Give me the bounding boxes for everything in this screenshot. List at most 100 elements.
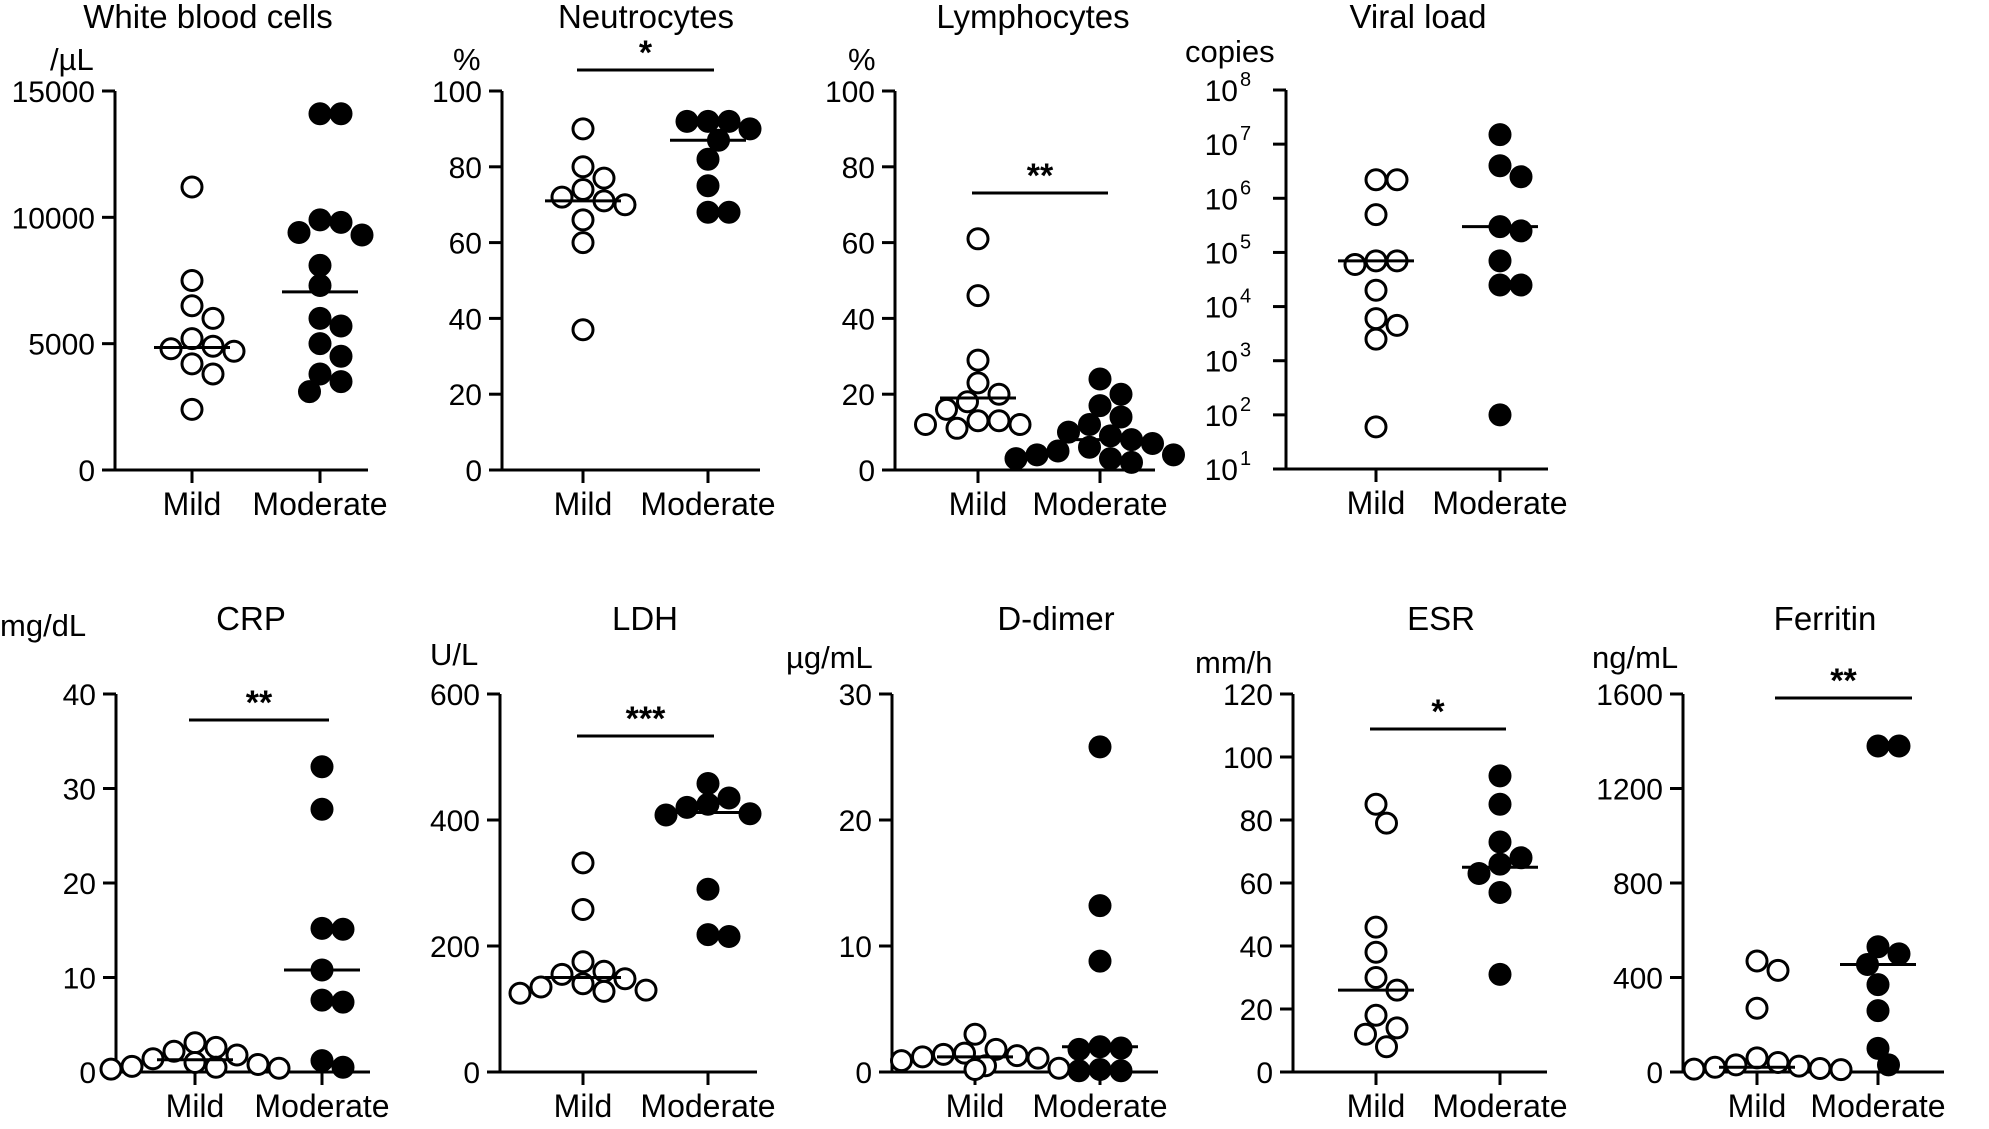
mild-data-point xyxy=(267,1056,291,1080)
mild-data-point xyxy=(963,1057,987,1081)
mild-data-point xyxy=(1375,1035,1398,1059)
mild-data-point xyxy=(935,397,958,421)
mild-data-point xyxy=(1385,1016,1409,1040)
mild-data-point xyxy=(1364,203,1388,227)
mild-data-point xyxy=(1364,966,1388,989)
x-category-label: Moderate xyxy=(1032,486,1167,522)
moderate-data-point xyxy=(1025,443,1049,467)
mild-data-point xyxy=(966,284,990,308)
moderate-data-point xyxy=(1866,999,1890,1023)
moderate-data-point xyxy=(1088,949,1112,973)
mild-data-point xyxy=(571,178,595,202)
y-tick-label: 1200 xyxy=(1596,774,1663,807)
mild-data-point xyxy=(1724,1053,1748,1077)
y-tick-label: 10000 xyxy=(12,202,95,235)
mild-data-point xyxy=(571,231,595,255)
panel-crp: CRP mg/dL 0 10 20 30 40 Mild Moderate ** xyxy=(0,600,390,1124)
chart-title: ESR xyxy=(1407,600,1475,637)
mild-data-point xyxy=(180,352,204,376)
mild-data-point xyxy=(1008,413,1032,437)
moderate-data-point xyxy=(1509,165,1533,189)
mild-data-point xyxy=(1385,168,1409,192)
mild-data-point xyxy=(1745,1046,1769,1070)
y-tick-label: 30 xyxy=(839,679,872,712)
moderate-data-point xyxy=(717,925,741,949)
x-category-label: Mild xyxy=(166,1088,225,1124)
y-tick-label: 20 xyxy=(839,805,872,838)
mild-data-point xyxy=(1364,792,1388,816)
moderate-data-point xyxy=(310,1049,334,1073)
x-category-label: Moderate xyxy=(1810,1088,1945,1124)
moderate-data-point xyxy=(1488,852,1512,876)
x-category-label: Moderate xyxy=(1032,1088,1167,1124)
y-tick-label: 0 xyxy=(858,455,875,488)
mild-data-point xyxy=(180,294,204,318)
mild-data-point xyxy=(162,1039,186,1063)
mild-data-point xyxy=(987,382,1011,406)
moderate-data-point xyxy=(1099,447,1122,471)
moderate-data-point xyxy=(287,220,311,244)
x-category-label: Mild xyxy=(1347,485,1406,521)
moderate-data-point xyxy=(1162,443,1185,467)
moderate-data-point xyxy=(1120,450,1143,474)
mild-data-point xyxy=(1354,1022,1377,1046)
significance-label: ** xyxy=(1830,662,1857,700)
moderate-data-point xyxy=(1866,935,1890,959)
y-tick-label: 200 xyxy=(430,931,480,964)
moderate-data-point xyxy=(1509,219,1533,243)
moderate-data-point xyxy=(308,362,332,386)
mild-data-point xyxy=(183,1051,207,1075)
moderate-data-point xyxy=(738,117,762,141)
mild-data-point xyxy=(592,979,616,1003)
y-tick-exponent: 4 xyxy=(1240,286,1251,308)
y-tick-label: 400 xyxy=(1613,963,1663,996)
mild-data-point xyxy=(1364,168,1388,192)
moderate-data-point xyxy=(1877,1053,1900,1077)
moderate-data-point xyxy=(308,253,332,277)
y-tick-label: 10 xyxy=(1205,129,1238,162)
y-tick-exponent: 1 xyxy=(1240,448,1251,470)
y-tick-label: 80 xyxy=(449,152,482,185)
mild-data-point xyxy=(634,978,658,1002)
mild-data-point xyxy=(180,327,204,351)
mild-data-point xyxy=(987,409,1011,433)
mild-data-point xyxy=(204,1035,228,1059)
y-tick-label: 0 xyxy=(855,1057,872,1090)
mild-data-point xyxy=(571,117,595,141)
moderate-data-point xyxy=(1057,420,1080,444)
moderate-data-point xyxy=(329,344,353,368)
y-tick-label: 0 xyxy=(78,455,95,488)
moderate-data-point xyxy=(717,109,741,133)
moderate-data-point xyxy=(696,923,720,947)
x-category-label: Mild xyxy=(1728,1088,1787,1124)
moderate-data-point xyxy=(331,1055,355,1079)
mild-data-point xyxy=(966,409,990,433)
panel-esr: ESR mm/h 0 20 40 60 80 100 120 Mild Moderate * xyxy=(1195,600,1568,1124)
y-axis-unit: mg/dL xyxy=(0,608,86,643)
y-tick-exponent: 2 xyxy=(1240,394,1251,416)
y-tick-exponent: 3 xyxy=(1240,340,1251,362)
significance-label: ** xyxy=(246,684,273,722)
y-tick-label: 30 xyxy=(63,774,96,807)
mild-data-point xyxy=(613,193,637,217)
y-tick-label: 100 xyxy=(1223,742,1273,775)
y-tick-label: 20 xyxy=(1240,994,1273,1027)
mild-data-point xyxy=(1385,313,1409,337)
y-tick-label: 120 xyxy=(1223,679,1273,712)
mild-data-point xyxy=(183,1031,207,1055)
mild-data-point xyxy=(201,362,225,386)
panel-lymphocytes: Lymphocytes% 0 20 40 60 80 100 Mild Moderate ** xyxy=(825,0,1185,522)
x-category-label: Moderate xyxy=(1432,485,1567,521)
panel-d-dimer: D-dimer µg/mL 0 10 20 30 Mild Moderate xyxy=(786,600,1168,1124)
mild-data-point xyxy=(225,1043,249,1067)
mild-data-point xyxy=(911,1045,934,1069)
y-tick-label: 20 xyxy=(449,379,482,412)
mild-data-point xyxy=(571,851,595,875)
chart-title: Viral load xyxy=(1350,0,1487,35)
y-tick-label: 800 xyxy=(1613,868,1663,901)
mild-data-point xyxy=(1808,1056,1832,1080)
y-tick-label: 10 xyxy=(1205,346,1238,379)
moderate-data-point xyxy=(329,314,353,338)
y-tick-exponent: 5 xyxy=(1240,231,1251,253)
chart-title: White blood cells xyxy=(83,0,332,35)
